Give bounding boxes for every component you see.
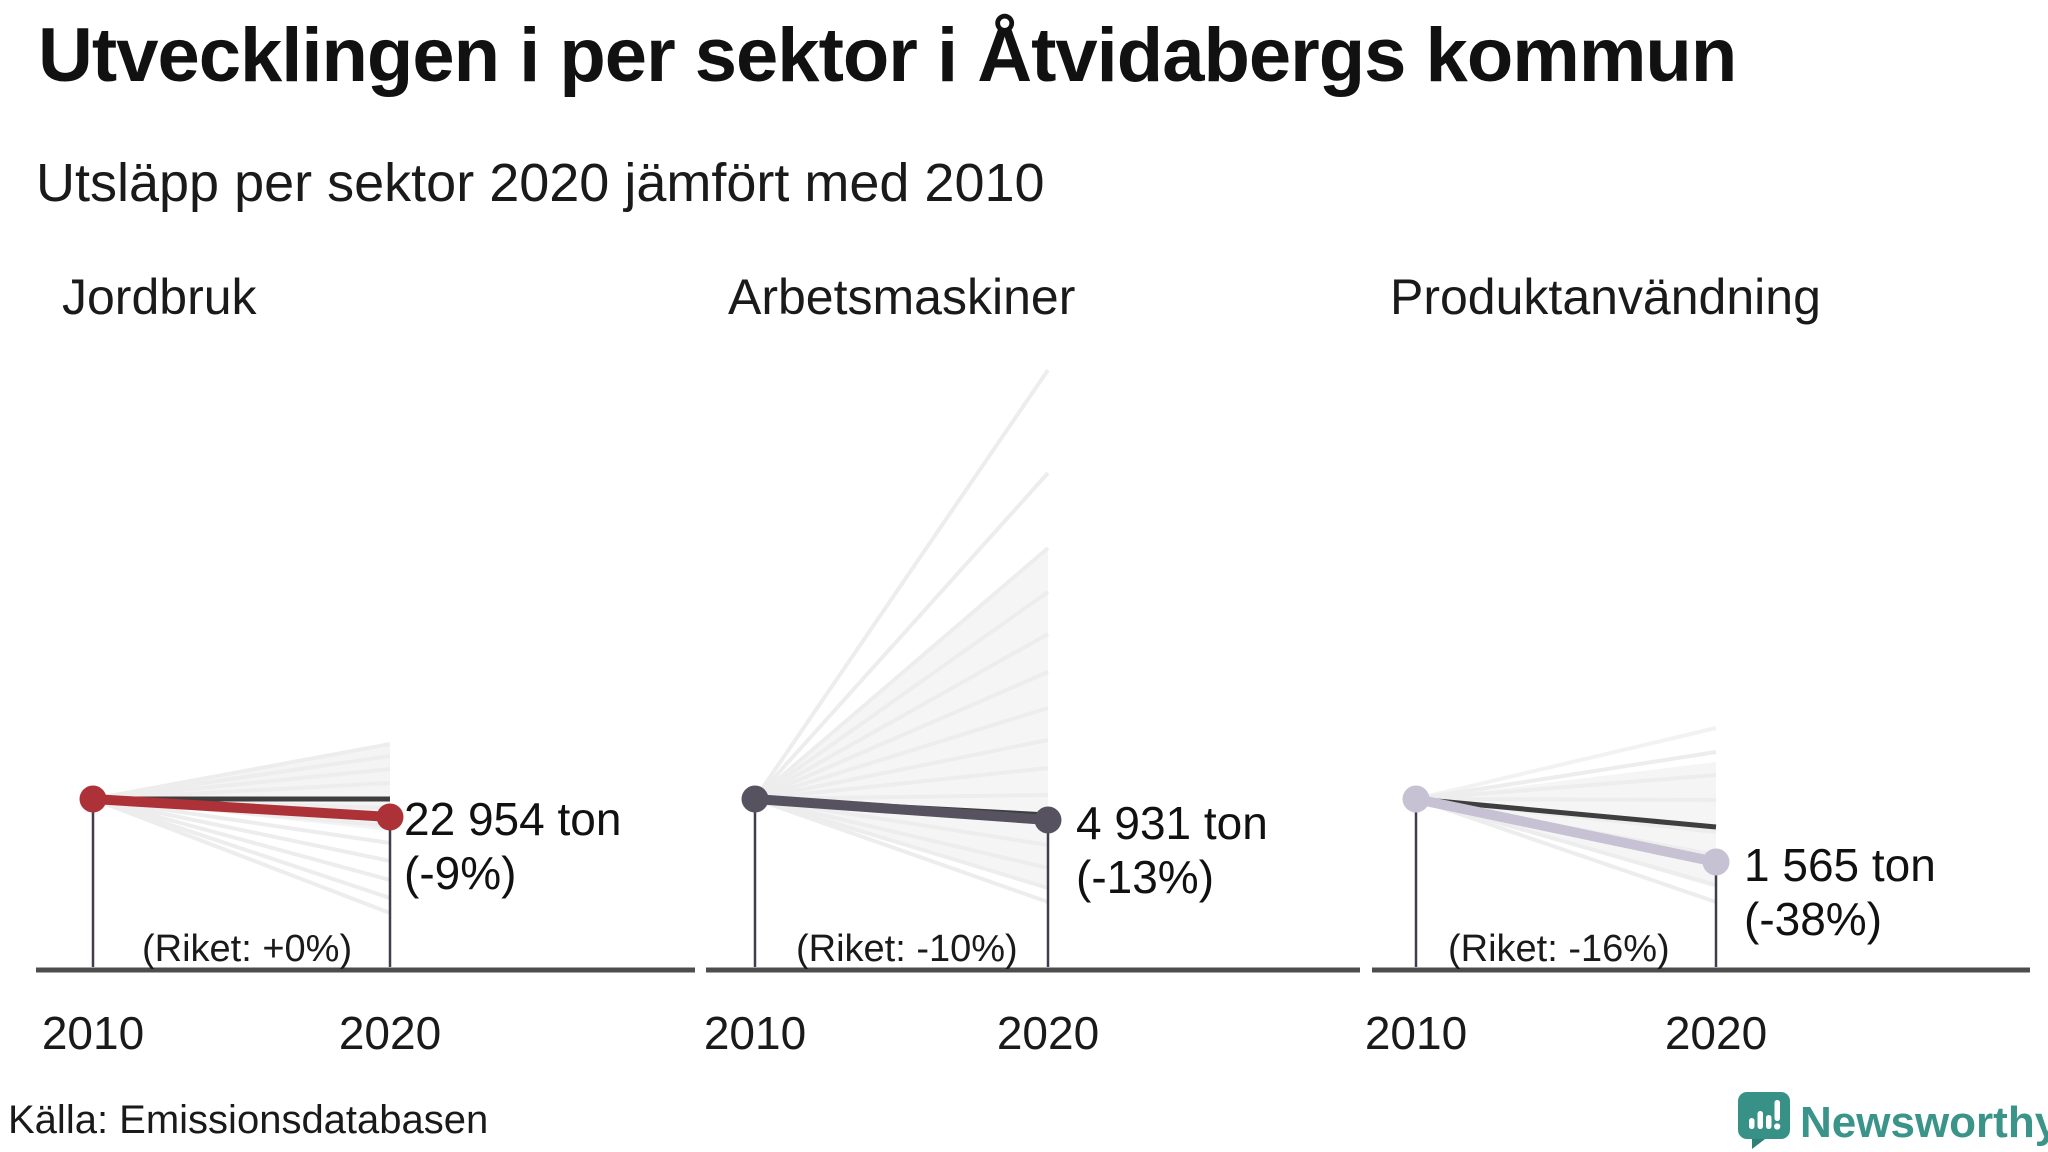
tick-2010-produktanvandning: 2010 [1364,1007,1468,1059]
source-note: Källa: Emissionsdatabasen [8,1098,489,1142]
series-line-jordbruk [88,794,395,822]
data-point-produktanvandning-2010 [1402,785,1430,813]
value-2020-jordbruk: 22 954 ton [404,793,622,845]
newsworthy-bar-chart-speech-bubble-icon [1738,1092,1790,1149]
riket-label-arbetsmaskiner: (Riket: -10%) [796,928,1018,970]
data-point-jordbruk-2010 [79,785,107,813]
series-line-produktanvandning [1411,794,1721,867]
droplines-produktanvandning [1414,799,1718,967]
newsworthy-wordmark: Newsworthy [1800,1098,2048,1147]
value-label-arbetsmaskiner: 4 931 ton (-13%) [1076,796,1268,905]
value-2020-produktanvandning: 1 565 ton [1744,839,1936,891]
fan-lines-arbetsmaskiner [753,368,1050,904]
fan-lines-jordbruk [92,742,391,915]
data-point-jordbruk-2020 [376,803,404,831]
change-pct-jordbruk: (-9%) [404,847,517,900]
fan-lines-produktanvandning [1415,726,1717,904]
tick-2020-arbetsmaskiner: 2020 [996,1007,1100,1059]
value-2020-arbetsmaskiner: 4 931 ton [1076,797,1268,849]
tick-2020-jordbruk: 2020 [338,1007,442,1059]
tick-2010-arbetsmaskiner: 2010 [703,1007,807,1059]
page-title: Utvecklingen i per sektor i Åtvidabergs … [38,13,1737,98]
value-label-jordbruk: 22 954 ton (-9%) [404,792,621,901]
value-label-produktanvandning: 1 565 ton (-38%) [1744,838,1936,947]
change-pct-arbetsmaskiner: (-13%) [1076,851,1215,904]
series-line-arbetsmaskiner [750,794,1053,825]
panel-title-jordbruk: Jordbruk [62,269,257,325]
data-point-arbetsmaskiner-2010 [741,785,769,813]
riket-label-jordbruk: (Riket: +0%) [142,928,353,970]
data-point-arbetsmaskiner-2020 [1034,806,1062,834]
riket-line-produktanvandning [1415,796,1717,830]
change-pct-produktanvandning: (-38%) [1744,893,1883,946]
data-point-produktanvandning-2020 [1702,848,1730,876]
tick-2020-produktanvandning: 2020 [1664,1007,1768,1059]
newsworthy-logo: Newsworthy [1738,1090,2048,1152]
panel-title-produktanvandning: Produktanvändning [1390,269,1821,325]
droplines-arbetsmaskiner [753,799,1050,967]
chart-subtitle: Utsläpp per sektor 2020 jämfört med 2010 [36,153,1045,213]
tick-2010-jordbruk: 2010 [41,1007,145,1059]
panel-title-arbetsmaskiner: Arbetsmaskiner [728,269,1076,325]
droplines-jordbruk [91,799,392,967]
riket-label-produktanvandning: (Riket: -16%) [1448,928,1670,970]
